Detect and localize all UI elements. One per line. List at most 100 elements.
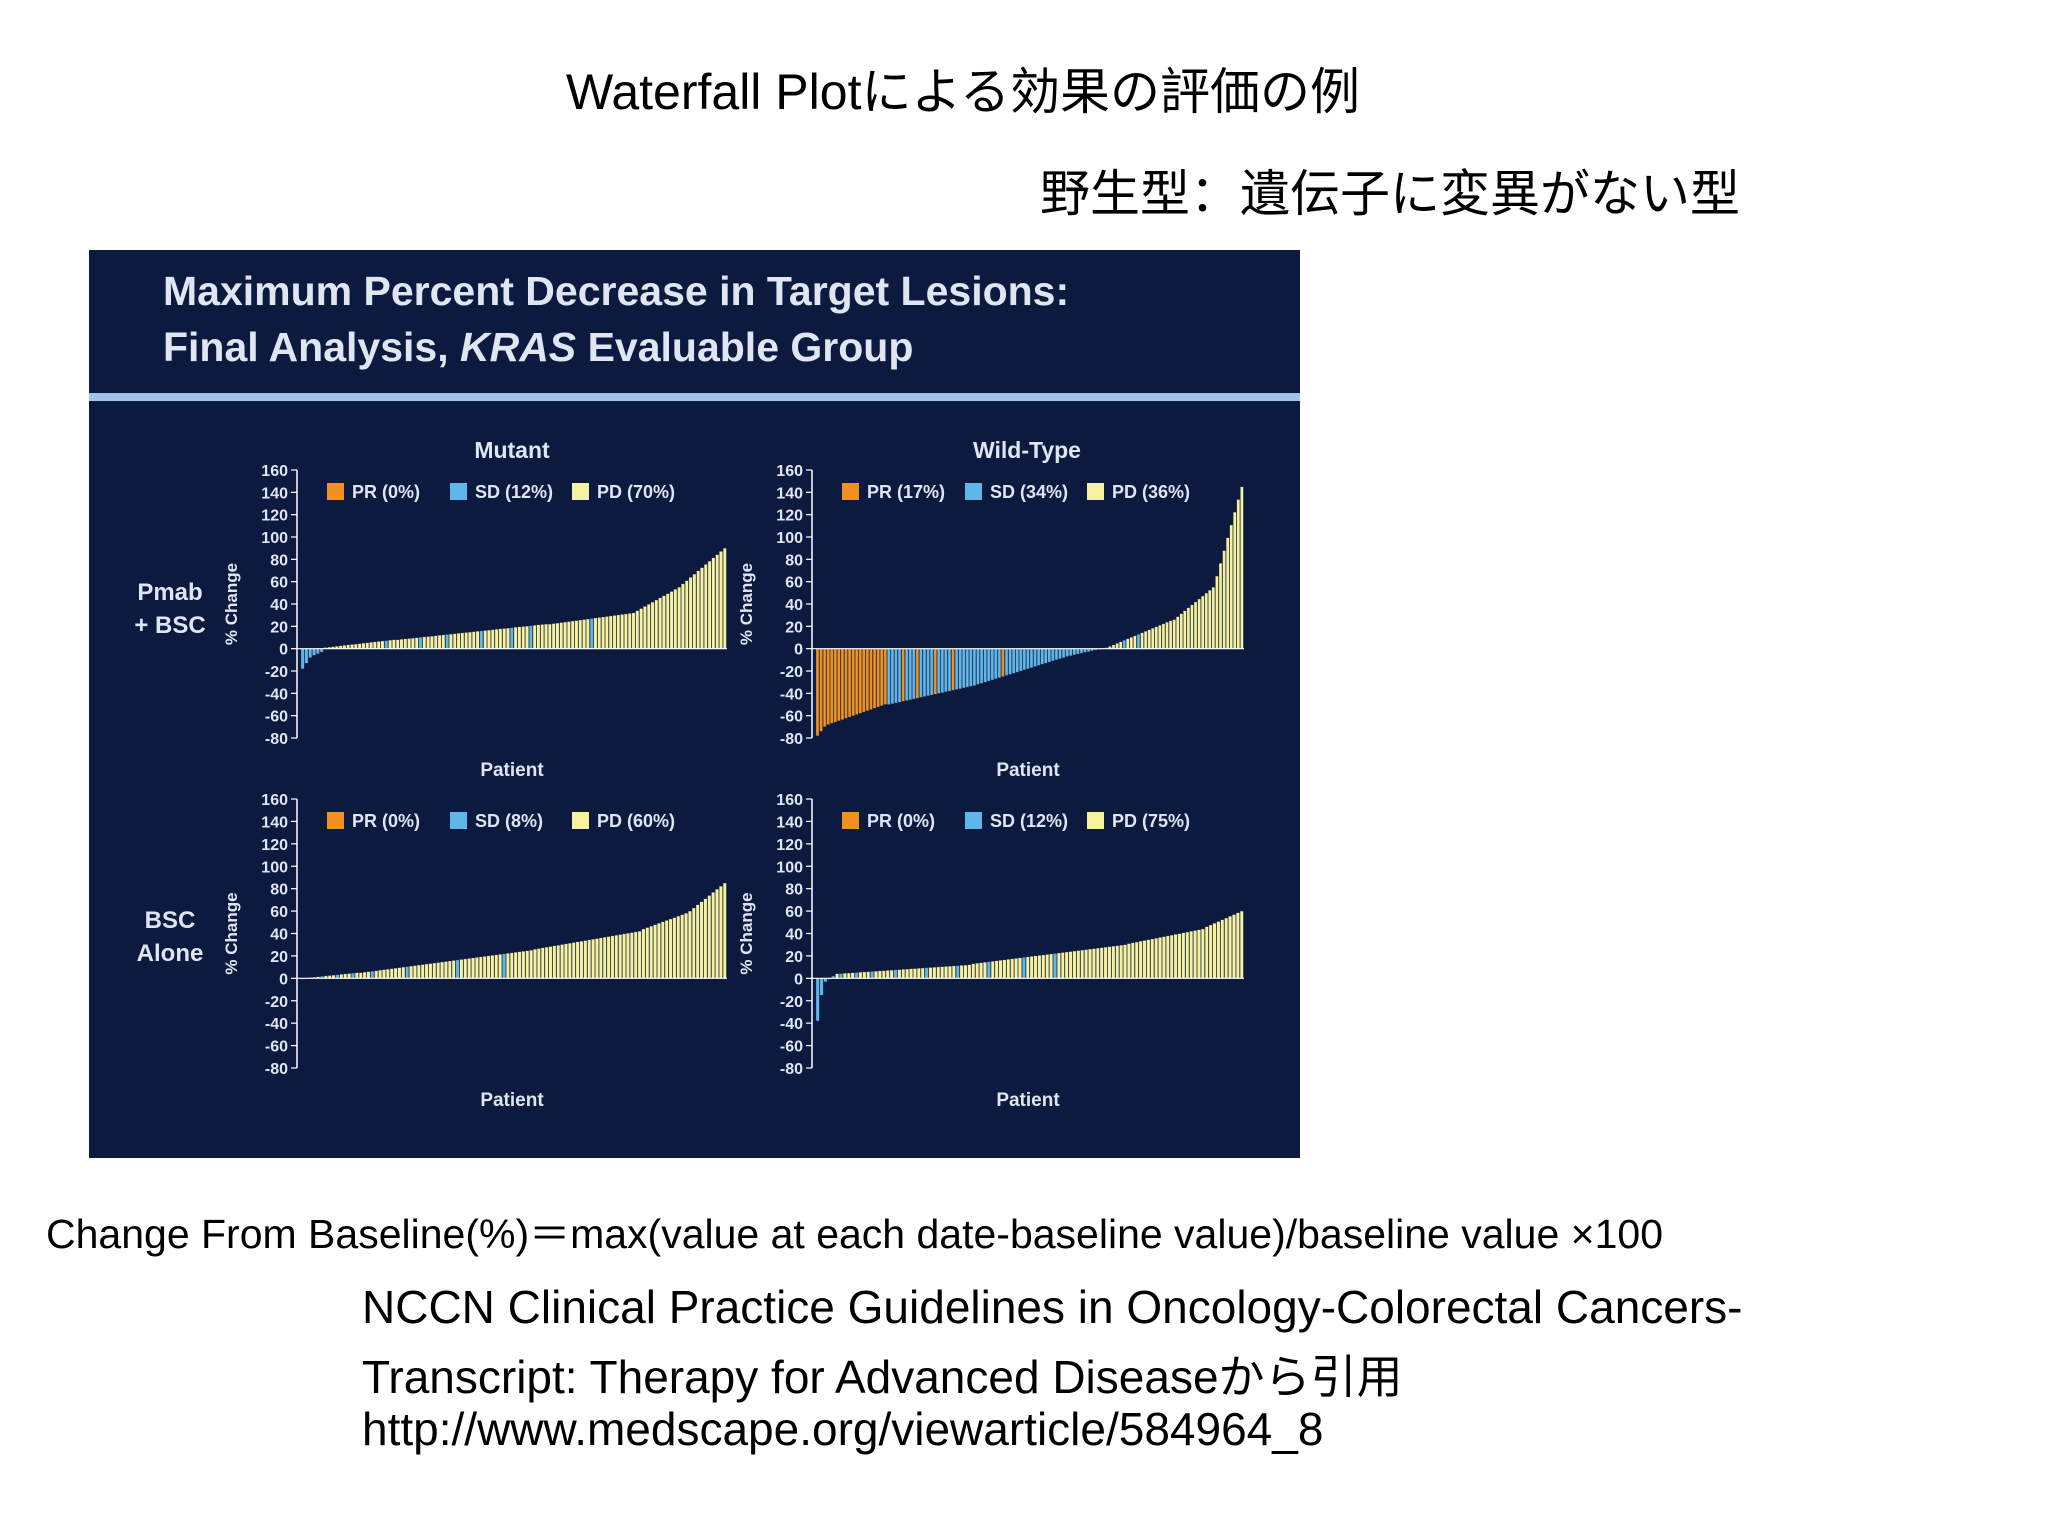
waterfall-bar — [928, 967, 933, 979]
waterfall-bar — [979, 648, 984, 684]
waterfall-bar — [676, 916, 681, 979]
waterfall-bar — [559, 622, 563, 649]
waterfall-bar — [444, 961, 448, 979]
y-tick-label: -60 — [265, 1039, 288, 1056]
waterfall-bar — [1232, 914, 1236, 979]
waterfall-bar — [1240, 486, 1244, 649]
waterfall-bar — [1002, 959, 1007, 979]
waterfall-bar — [1019, 648, 1023, 672]
waterfall-bar — [637, 931, 642, 979]
waterfall-bar — [582, 619, 586, 649]
legend-label: SD (34%) — [990, 482, 1068, 502]
waterfall-bar — [449, 633, 453, 649]
waterfall-bar — [475, 957, 479, 979]
waterfall-bar — [487, 629, 491, 649]
waterfall-bar — [1103, 947, 1108, 979]
waterfall-bar — [455, 959, 460, 979]
waterfall-bar — [610, 935, 615, 979]
waterfall-bar — [854, 972, 859, 979]
waterfall-bar — [1193, 601, 1198, 649]
waterfall-bar — [529, 950, 533, 979]
legend-label: PD (70%) — [597, 482, 675, 502]
waterfall-bar — [905, 968, 909, 979]
waterfall-figure: Maximum Percent Decrease in Target Lesio… — [89, 250, 1300, 1158]
waterfall-bar — [1142, 940, 1147, 979]
waterfall-bar — [723, 548, 727, 649]
y-tick-label: 0 — [794, 971, 803, 988]
waterfall-bar — [954, 648, 959, 690]
waterfall-bar — [894, 648, 898, 704]
waterfall-bar — [1131, 942, 1135, 979]
waterfall-bar — [1172, 619, 1176, 649]
waterfall-bar — [544, 947, 549, 979]
waterfall-bar — [1065, 648, 1069, 657]
waterfall-bar — [420, 964, 425, 979]
waterfall-bar — [411, 637, 415, 649]
waterfall-bar — [452, 633, 457, 649]
waterfall-bar — [472, 631, 476, 649]
y-tick-label: -20 — [265, 994, 288, 1011]
waterfall-bar — [1204, 592, 1208, 649]
waterfall-bar — [917, 968, 921, 979]
waterfall-bar — [866, 971, 871, 979]
waterfall-bar — [707, 561, 712, 649]
waterfall-bar — [915, 648, 919, 699]
waterfall-bar — [1143, 631, 1148, 649]
y-tick-label: 40 — [270, 597, 288, 614]
waterfall-bar — [445, 634, 449, 649]
waterfall-bar — [494, 954, 499, 979]
waterfall-bar — [958, 648, 962, 689]
y-tick-label: 100 — [776, 530, 803, 547]
waterfall-bar — [1158, 937, 1162, 979]
waterfall-bar — [366, 971, 371, 979]
waterfall-bar — [913, 968, 917, 979]
waterfall-bar — [929, 648, 934, 696]
waterfall-bar — [579, 941, 584, 979]
waterfall-bar — [417, 964, 421, 979]
waterfall-bar — [695, 904, 700, 979]
waterfall-bar — [1189, 931, 1193, 979]
change-formula: Change From Baseline(%)＝max(value at eac… — [46, 1211, 1663, 1257]
y-axis-label: % Change — [737, 563, 756, 645]
waterfall-bar — [994, 960, 999, 979]
waterfall-bar — [575, 941, 580, 979]
waterfall-bar — [858, 972, 863, 979]
legend-swatch — [572, 812, 589, 829]
citation-line-3: http://www.medscape.org/viewarticle/5849… — [362, 1403, 1324, 1455]
waterfall-bar — [567, 621, 571, 649]
y-tick-label: 60 — [785, 904, 803, 921]
waterfall-bar — [418, 637, 423, 649]
legend-swatch — [327, 483, 344, 500]
y-tick-label: -20 — [265, 664, 288, 681]
legend-swatch — [842, 812, 859, 829]
waterfall-bar — [1044, 648, 1048, 664]
y-tick-label: -40 — [780, 1016, 803, 1033]
waterfall-bar — [1158, 625, 1162, 649]
waterfall-bar — [1107, 946, 1112, 979]
waterfall-bar — [571, 942, 576, 979]
waterfall-bar — [555, 622, 560, 649]
y-tick-label: 40 — [785, 927, 803, 944]
waterfall-bar — [924, 967, 929, 979]
y-tick-label: 60 — [785, 575, 803, 592]
legend-label: SD (12%) — [475, 482, 553, 502]
waterfall-bar — [1068, 951, 1073, 979]
waterfall-bar — [451, 960, 456, 979]
waterfall-bar — [1123, 944, 1127, 979]
waterfall-bar — [994, 648, 998, 679]
waterfall-bar — [890, 648, 895, 704]
waterfall-bar — [1119, 945, 1123, 979]
waterfall-bar — [1084, 949, 1088, 979]
waterfall-bar — [944, 966, 948, 979]
waterfall-bar — [1185, 931, 1190, 979]
waterfall-bar — [498, 954, 502, 979]
waterfall-bar — [1111, 946, 1116, 979]
waterfall-bar — [837, 648, 841, 721]
waterfall-bar — [525, 950, 530, 979]
waterfall-bar — [1054, 648, 1059, 660]
waterfall-bar — [540, 947, 545, 979]
waterfall-bar — [1088, 948, 1092, 979]
waterfall-bar — [494, 629, 499, 649]
waterfall-bar — [715, 889, 719, 979]
waterfall-bar — [525, 625, 529, 649]
